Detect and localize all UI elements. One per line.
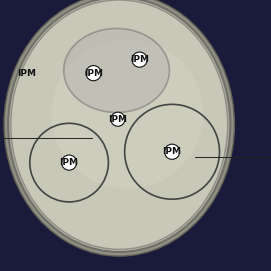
Ellipse shape <box>64 28 169 112</box>
Text: IPM: IPM <box>163 147 182 156</box>
Text: IPM: IPM <box>108 115 127 124</box>
Circle shape <box>132 52 147 67</box>
Ellipse shape <box>51 39 203 189</box>
Circle shape <box>164 144 180 159</box>
Circle shape <box>62 155 77 170</box>
Text: IPM: IPM <box>130 55 149 64</box>
Ellipse shape <box>4 0 234 256</box>
Circle shape <box>86 66 101 81</box>
Text: IPM: IPM <box>18 69 37 78</box>
Ellipse shape <box>11 0 228 249</box>
Ellipse shape <box>8 0 230 252</box>
Text: IPM: IPM <box>84 69 103 78</box>
Circle shape <box>111 112 125 126</box>
Text: IPM: IPM <box>60 158 79 167</box>
